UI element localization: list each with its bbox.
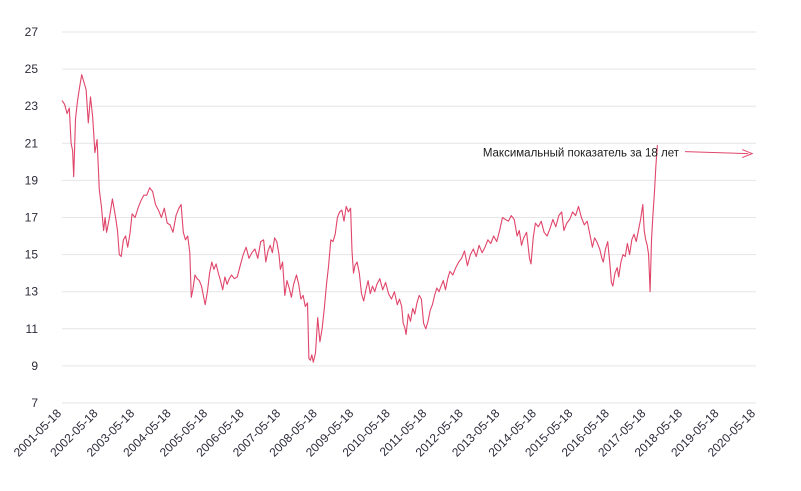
y-axis-ticks: 7 9 11 13 15 17 19 21 23 25 27 [25,25,39,410]
x-axis-ticks: 2001-05-182002-05-182003-05-182004-05-18… [11,406,759,460]
y-tick-label: 15 [25,248,39,262]
y-tick-label: 19 [25,173,39,187]
y-tick-label: 11 [26,322,39,336]
y-tick-label: 23 [25,99,39,113]
gridlines [62,31,756,404]
y-tick-label: 9 [31,359,38,373]
annotation-label: Максимальный показатель за 18 лет [483,148,680,160]
y-tick-label: 17 [25,211,39,225]
series-line [61,74,658,363]
y-tick-label: 13 [25,285,39,299]
y-tick-label: 25 [25,62,39,76]
y-tick-label: 27 [25,25,39,39]
y-tick-label: 21 [25,136,39,150]
y-tick-label: 7 [31,396,38,410]
annotation: Максимальный показатель за 18 лет [483,148,754,160]
annotation-arrow [684,151,749,155]
annotation-arrowhead [741,149,754,159]
